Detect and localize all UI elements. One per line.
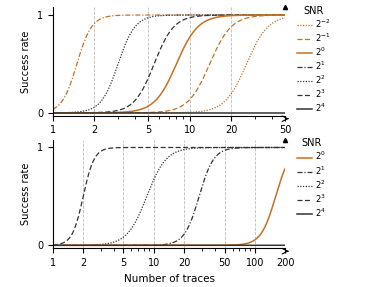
Y-axis label: Success rate: Success rate [22, 163, 31, 225]
Y-axis label: Success rate: Success rate [22, 30, 31, 93]
Legend: $2^{0}$, $2^{1}$, $2^{2}$, $2^{3}$, $2^{4}$: $2^{0}$, $2^{1}$, $2^{2}$, $2^{3}$, $2^{… [297, 138, 326, 219]
X-axis label: Number of traces: Number of traces [124, 274, 215, 284]
Legend: $2^{-2}$, $2^{-1}$, $2^{0}$, $2^{1}$, $2^{2}$, $2^{3}$, $2^{4}$: $2^{-2}$, $2^{-1}$, $2^{0}$, $2^{1}$, $2… [297, 6, 330, 115]
